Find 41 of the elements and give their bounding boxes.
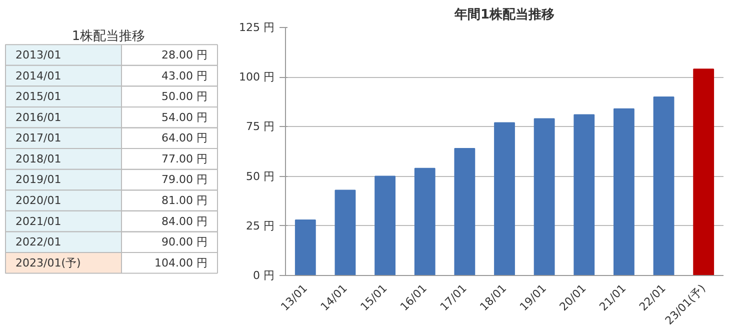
bar bbox=[454, 148, 476, 276]
data-label: 28.00 円 bbox=[162, 48, 208, 62]
category-label: 2014/01 bbox=[16, 69, 62, 82]
category-label: 2013/01 bbox=[16, 48, 62, 62]
y-tick-label: 0 円 bbox=[253, 269, 275, 282]
y-tick-label: 100 円 bbox=[239, 70, 275, 84]
text: 1株配当推移 bbox=[72, 28, 146, 44]
bar bbox=[534, 118, 555, 276]
data-label: 77.00 円 bbox=[162, 152, 208, 166]
bar bbox=[494, 122, 515, 276]
y-tick-label: 50 円 bbox=[246, 170, 275, 183]
data-label: 81.00 円 bbox=[162, 194, 208, 208]
bar bbox=[693, 68, 714, 276]
data-label: 90.00 円 bbox=[162, 236, 208, 249]
chart-title: 年間1株配当推移 bbox=[453, 8, 555, 22]
bar bbox=[614, 108, 634, 276]
category-label: 2017/01 bbox=[16, 132, 62, 145]
y-tick-label: 75 円 bbox=[246, 120, 275, 134]
data-label: 50.00 円 bbox=[162, 90, 208, 104]
bar bbox=[653, 96, 674, 276]
category-label: 2016/01 bbox=[16, 110, 62, 124]
data-label: 79.00 円 bbox=[162, 173, 208, 186]
bar bbox=[294, 219, 316, 276]
category-label: 2022/01 bbox=[16, 236, 62, 249]
category-label: 2015/01 bbox=[16, 90, 62, 104]
bar bbox=[414, 168, 436, 276]
data-label: 54.00 円 bbox=[162, 110, 208, 124]
category-label: 2021/01 bbox=[16, 214, 62, 228]
bar bbox=[574, 114, 595, 276]
category-label: 2019/01 bbox=[16, 173, 62, 186]
data-label: 64.00 円 bbox=[162, 132, 208, 145]
bar bbox=[374, 176, 396, 276]
data-label: 43.00 円 bbox=[162, 69, 208, 82]
data-label: 104.00 円 bbox=[154, 256, 208, 270]
data-label: 84.00 円 bbox=[162, 214, 208, 228]
category-label: 2018/01 bbox=[16, 152, 62, 166]
category-label: 2023/01(予) bbox=[16, 256, 81, 270]
y-tick-label: 25 円 bbox=[246, 219, 275, 232]
y-tick-label: 125 円 bbox=[239, 21, 275, 34]
bar bbox=[334, 190, 356, 276]
category-label: 2020/01 bbox=[16, 194, 62, 208]
